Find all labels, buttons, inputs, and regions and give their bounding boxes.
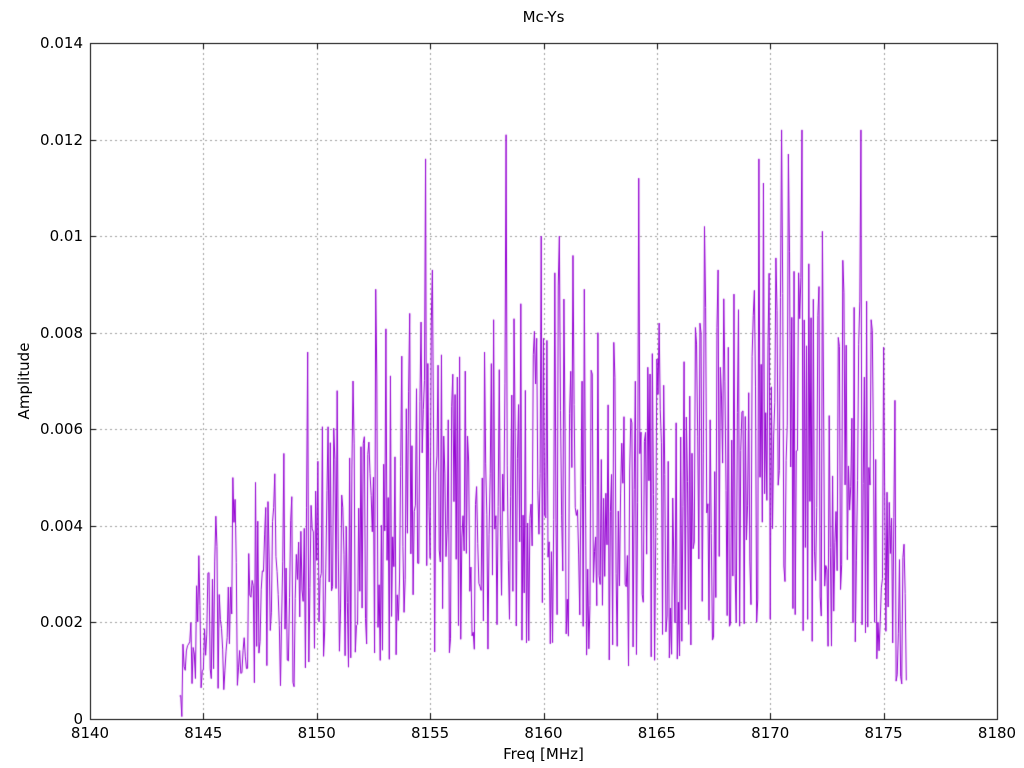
x-tick-label: 8155 xyxy=(411,724,450,742)
chart-title: Mc-Ys xyxy=(522,8,565,26)
y-tick-label: 0.002 xyxy=(40,613,83,632)
x-tick-label: 8150 xyxy=(297,724,336,742)
x-tick-label: 8145 xyxy=(184,724,223,742)
y-tick-label: 0.01 xyxy=(49,227,83,246)
x-tick-label: 8175 xyxy=(864,724,903,742)
x-tick-label: 8180 xyxy=(977,724,1017,742)
x-tick-label: 8160 xyxy=(524,724,563,742)
y-tick-label: 0 xyxy=(73,710,83,728)
x-tick-label: 8170 xyxy=(751,724,790,742)
x-tick-label: 8165 xyxy=(637,724,676,742)
x-axis-label: Freq [MHz] xyxy=(503,745,584,763)
y-tick-label: 0.012 xyxy=(40,130,83,149)
x-tick-label: 8140 xyxy=(70,724,110,742)
y-axis-label: Amplitude xyxy=(15,342,33,420)
y-tick-label: 0.014 xyxy=(40,34,83,52)
y-tick-label: 0.004 xyxy=(40,516,83,535)
y-tick-label: 0.008 xyxy=(40,323,83,342)
y-tick-label: 0.006 xyxy=(40,420,83,439)
